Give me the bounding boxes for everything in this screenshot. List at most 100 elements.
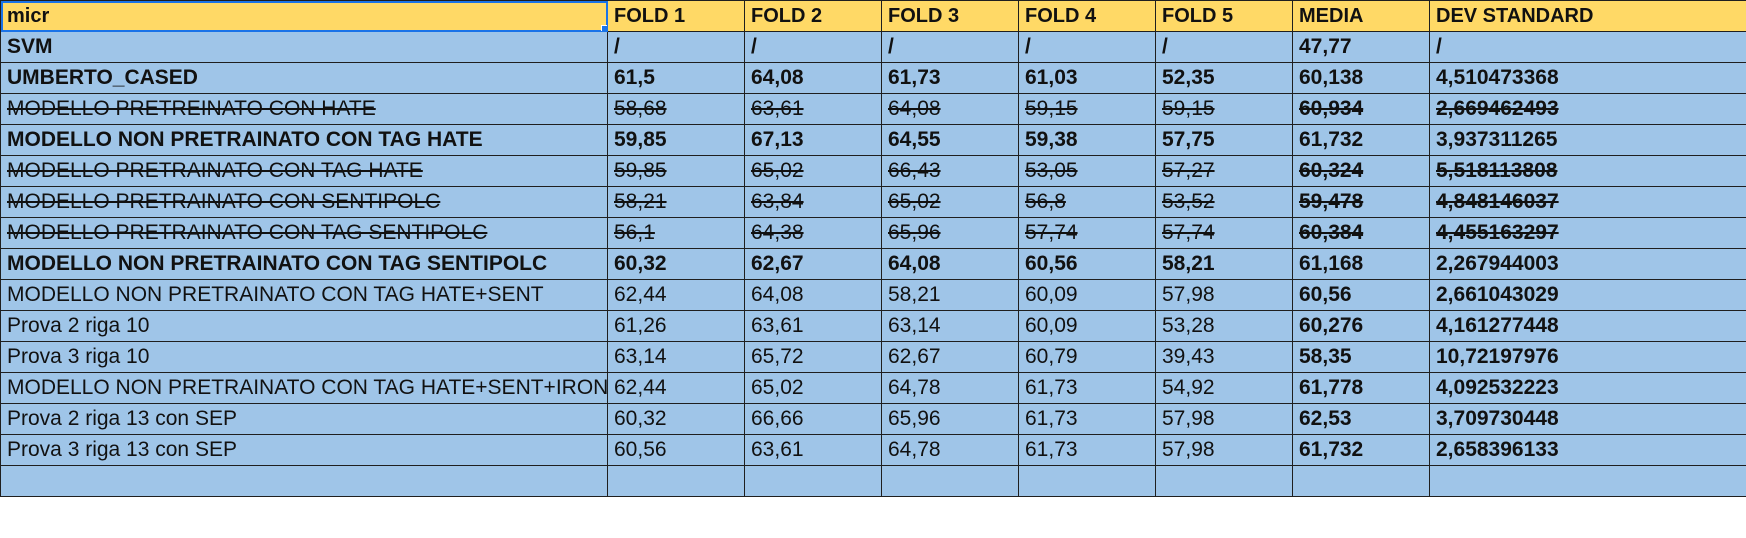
table-cell[interactable] — [1018, 465, 1156, 497]
table-cell[interactable]: 4,161277448 — [1429, 310, 1746, 342]
table-cell[interactable]: 61,73 — [1018, 372, 1156, 404]
table-cell[interactable]: 10,72197976 — [1429, 341, 1746, 373]
table-cell[interactable]: / — [1155, 31, 1293, 63]
table-cell[interactable]: 60,276 — [1292, 310, 1430, 342]
row-label-cell[interactable]: MODELLO PRETREINATO CON HATE — [0, 93, 608, 125]
table-cell[interactable]: 2,267944003 — [1429, 248, 1746, 280]
table-cell[interactable]: 64,08 — [744, 279, 882, 311]
table-cell[interactable]: 53,28 — [1155, 310, 1293, 342]
table-cell[interactable]: 60,56 — [1292, 279, 1430, 311]
table-cell[interactable]: 63,61 — [744, 434, 882, 466]
table-cell[interactable]: 52,35 — [1155, 62, 1293, 94]
table-cell[interactable]: 2,669462493 — [1429, 93, 1746, 125]
row-label-cell[interactable]: MODELLO PRETRAINATO CON SENTIPOLC — [0, 186, 608, 218]
table-cell[interactable]: 64,55 — [881, 124, 1019, 156]
table-cell[interactable]: 64,08 — [744, 62, 882, 94]
table-cell[interactable]: 63,14 — [607, 341, 745, 373]
table-cell[interactable]: 60,56 — [1018, 248, 1156, 280]
header-cell-fold-2[interactable]: FOLD 2 — [744, 0, 882, 32]
table-cell[interactable] — [1429, 465, 1746, 497]
table-cell[interactable]: 64,78 — [881, 372, 1019, 404]
table-cell[interactable]: 60,384 — [1292, 217, 1430, 249]
table-cell[interactable]: 57,27 — [1155, 155, 1293, 187]
table-cell[interactable]: 64,08 — [881, 248, 1019, 280]
table-cell[interactable] — [1292, 465, 1430, 497]
row-label-cell[interactable]: MODELLO NON PRETRAINATO CON TAG HATE+SEN… — [0, 372, 608, 404]
table-cell[interactable]: 59,38 — [1018, 124, 1156, 156]
table-cell[interactable]: 61,732 — [1292, 124, 1430, 156]
table-cell[interactable]: 60,32 — [607, 403, 745, 435]
table-cell[interactable]: 57,98 — [1155, 403, 1293, 435]
table-cell[interactable]: 3,937311265 — [1429, 124, 1746, 156]
table-cell[interactable]: 61,73 — [881, 62, 1019, 94]
table-cell[interactable]: 65,02 — [744, 372, 882, 404]
table-cell[interactable]: 2,658396133 — [1429, 434, 1746, 466]
row-label-cell[interactable]: MODELLO NON PRETRAINATO CON TAG HATE — [0, 124, 608, 156]
table-cell[interactable]: 67,13 — [744, 124, 882, 156]
table-cell[interactable] — [744, 465, 882, 497]
table-cell[interactable]: / — [881, 31, 1019, 63]
table-cell[interactable]: 59,15 — [1155, 93, 1293, 125]
header-cell-media[interactable]: MEDIA — [1292, 0, 1430, 32]
row-label-cell[interactable]: Prova 2 riga 10 — [0, 310, 608, 342]
table-cell[interactable]: / — [1429, 31, 1746, 63]
row-label-cell[interactable] — [0, 465, 608, 497]
header-cell-dev-standard[interactable]: DEV STANDARD — [1429, 0, 1746, 32]
table-cell[interactable]: 58,35 — [1292, 341, 1430, 373]
table-cell[interactable] — [607, 465, 745, 497]
table-cell[interactable]: 62,67 — [744, 248, 882, 280]
table-cell[interactable]: 60,32 — [607, 248, 745, 280]
table-cell[interactable]: 65,02 — [744, 155, 882, 187]
table-cell[interactable]: 66,66 — [744, 403, 882, 435]
table-cell[interactable]: 4,455163297 — [1429, 217, 1746, 249]
table-cell[interactable]: 60,09 — [1018, 310, 1156, 342]
table-cell[interactable]: 65,96 — [881, 403, 1019, 435]
table-cell[interactable]: / — [744, 31, 882, 63]
row-label-cell[interactable]: SVM — [0, 31, 608, 63]
table-cell[interactable]: 58,21 — [1155, 248, 1293, 280]
table-cell[interactable]: 65,72 — [744, 341, 882, 373]
table-cell[interactable]: 64,38 — [744, 217, 882, 249]
table-cell[interactable]: 58,21 — [607, 186, 745, 218]
table-cell[interactable]: 57,75 — [1155, 124, 1293, 156]
table-cell[interactable]: 39,43 — [1155, 341, 1293, 373]
table-cell[interactable]: 63,61 — [744, 93, 882, 125]
table-cell[interactable]: 62,44 — [607, 279, 745, 311]
table-cell[interactable]: 60,09 — [1018, 279, 1156, 311]
row-label-cell[interactable]: Prova 2 riga 13 con SEP — [0, 403, 608, 435]
header-cell-micr[interactable]: micr — [0, 0, 608, 32]
header-cell-fold-5[interactable]: FOLD 5 — [1155, 0, 1293, 32]
table-cell[interactable]: 58,68 — [607, 93, 745, 125]
table-cell[interactable]: 62,67 — [881, 341, 1019, 373]
table-cell[interactable]: 59,478 — [1292, 186, 1430, 218]
row-label-cell[interactable]: Prova 3 riga 13 con SEP — [0, 434, 608, 466]
table-cell[interactable]: 59,15 — [1018, 93, 1156, 125]
table-cell[interactable]: 63,61 — [744, 310, 882, 342]
table-cell[interactable]: 58,21 — [881, 279, 1019, 311]
table-cell[interactable]: 57,74 — [1155, 217, 1293, 249]
row-label-cell[interactable]: UMBERTO_CASED — [0, 62, 608, 94]
table-cell[interactable]: 53,52 — [1155, 186, 1293, 218]
table-cell[interactable]: / — [607, 31, 745, 63]
row-label-cell[interactable]: MODELLO PRETRAINATO CON TAG SENTIPOLC — [0, 217, 608, 249]
table-cell[interactable]: 4,510473368 — [1429, 62, 1746, 94]
table-cell[interactable]: 57,74 — [1018, 217, 1156, 249]
table-cell[interactable]: 60,934 — [1292, 93, 1430, 125]
table-cell[interactable]: 66,43 — [881, 155, 1019, 187]
table-cell[interactable]: 61,778 — [1292, 372, 1430, 404]
table-cell[interactable]: 56,8 — [1018, 186, 1156, 218]
table-cell[interactable]: 65,96 — [881, 217, 1019, 249]
row-label-cell[interactable]: MODELLO NON PRETRAINATO CON TAG SENTIPOL… — [0, 248, 608, 280]
table-cell[interactable]: 64,08 — [881, 93, 1019, 125]
table-cell[interactable]: 60,79 — [1018, 341, 1156, 373]
table-cell[interactable]: 61,5 — [607, 62, 745, 94]
table-cell[interactable] — [881, 465, 1019, 497]
table-cell[interactable]: 47,77 — [1292, 31, 1430, 63]
table-cell[interactable]: 57,98 — [1155, 434, 1293, 466]
table-cell[interactable]: 59,85 — [607, 155, 745, 187]
table-cell[interactable]: 61,73 — [1018, 403, 1156, 435]
table-cell[interactable]: 2,661043029 — [1429, 279, 1746, 311]
table-cell[interactable]: 62,53 — [1292, 403, 1430, 435]
table-cell[interactable]: 63,84 — [744, 186, 882, 218]
table-cell[interactable]: 5,518113808 — [1429, 155, 1746, 187]
